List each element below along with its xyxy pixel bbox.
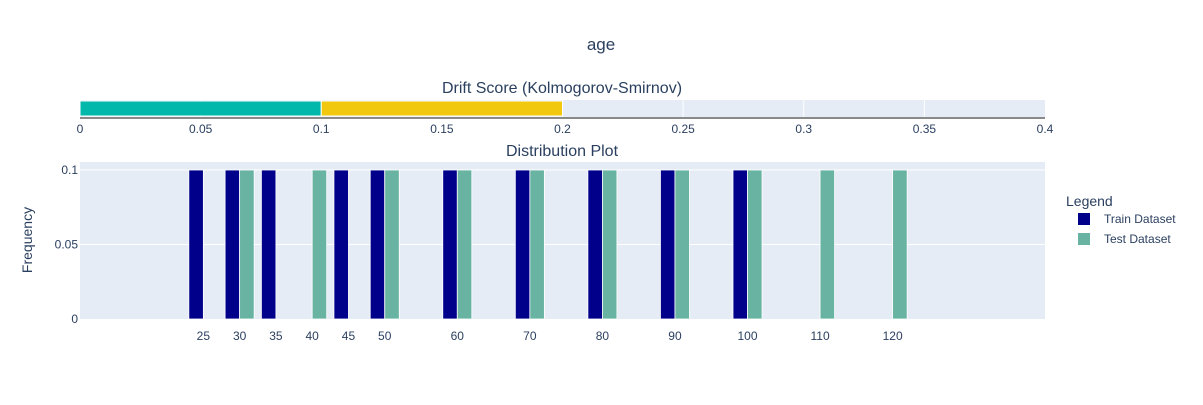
histogram-bar [529, 169, 545, 320]
legend: Legend Train Dataset Test Dataset [1066, 193, 1176, 246]
x-tick-label: 120 [883, 329, 903, 343]
histogram-bar [239, 169, 255, 320]
drift-segments [79, 100, 563, 117]
histogram-bar [260, 169, 277, 320]
chart-title: age [587, 35, 615, 54]
x-tick-label: 100 [738, 329, 758, 343]
drift-x-tick-label: 0.15 [430, 122, 454, 136]
drift-x-tick-label: 0.05 [189, 122, 213, 136]
x-tick-label: 35 [269, 329, 283, 343]
histogram-bar [369, 169, 386, 320]
histogram-bar [311, 169, 328, 320]
histogram-bar [819, 169, 835, 320]
drift-x-tick-label: 0.25 [671, 122, 695, 136]
histogram-bar [732, 169, 748, 320]
histogram-bar [514, 169, 531, 320]
drift-x-tick-label: 0.2 [554, 122, 571, 136]
histogram-bar [333, 169, 349, 320]
distribution-y-ticks: 0 0.05 0.1 [55, 163, 79, 326]
legend-swatch [1078, 213, 1090, 225]
drift-x-ticks: 0 0.05 0.1 0.15 0.2 0.25 0.3 0.35 0.4 [77, 122, 1054, 136]
distribution-bars [188, 169, 908, 320]
x-tick-label: 45 [342, 329, 356, 343]
y-tick-label: 0.05 [55, 238, 79, 252]
legend-title: Legend [1066, 193, 1113, 209]
distribution-x-ticks: 25 30 35 40 45 50 60 70 80 90 100 110 120 [197, 329, 903, 343]
x-tick-label: 70 [523, 329, 537, 343]
drift-x-tick-label: 0.1 [313, 122, 330, 136]
histogram-bar [442, 169, 458, 320]
drift-segment-bar [79, 100, 322, 117]
x-tick-label: 40 [306, 329, 320, 343]
x-tick-label: 25 [197, 329, 211, 343]
x-tick-label: 110 [811, 329, 830, 343]
y-tick-label: 0.1 [61, 163, 78, 177]
x-tick-label: 50 [378, 329, 392, 343]
histogram-bar [602, 169, 618, 320]
x-tick-label: 90 [668, 329, 682, 343]
distribution-plot-title: Distribution Plot [506, 143, 619, 160]
histogram-bar [384, 169, 400, 320]
legend-item-label: Test Dataset [1104, 232, 1171, 246]
drift-score-title: Drift Score (Kolmogorov-Smirnov) [442, 80, 682, 97]
legend-swatch [1078, 233, 1090, 245]
y-axis-label: Frequency [19, 207, 35, 273]
drift-segment-bar [320, 100, 563, 117]
legend-item-label: Train Dataset [1104, 212, 1176, 226]
y-tick-label: 0 [71, 312, 78, 326]
drift-x-tick-label: 0.3 [795, 122, 812, 136]
histogram-bar [224, 169, 241, 320]
histogram-bar [747, 169, 763, 320]
histogram-bar [674, 169, 690, 320]
drift-x-tick-label: 0 [77, 122, 84, 136]
histogram-bar [456, 169, 473, 320]
histogram-bar [188, 169, 204, 320]
drift-x-tick-label: 0.35 [913, 122, 937, 136]
x-tick-label: 30 [233, 329, 247, 343]
x-tick-label: 80 [596, 329, 610, 343]
drift-x-tick-label: 0.4 [1037, 122, 1054, 136]
histogram-bar [892, 169, 908, 320]
histogram-bar [587, 169, 603, 320]
x-tick-label: 60 [451, 329, 465, 343]
histogram-bar [660, 169, 676, 320]
